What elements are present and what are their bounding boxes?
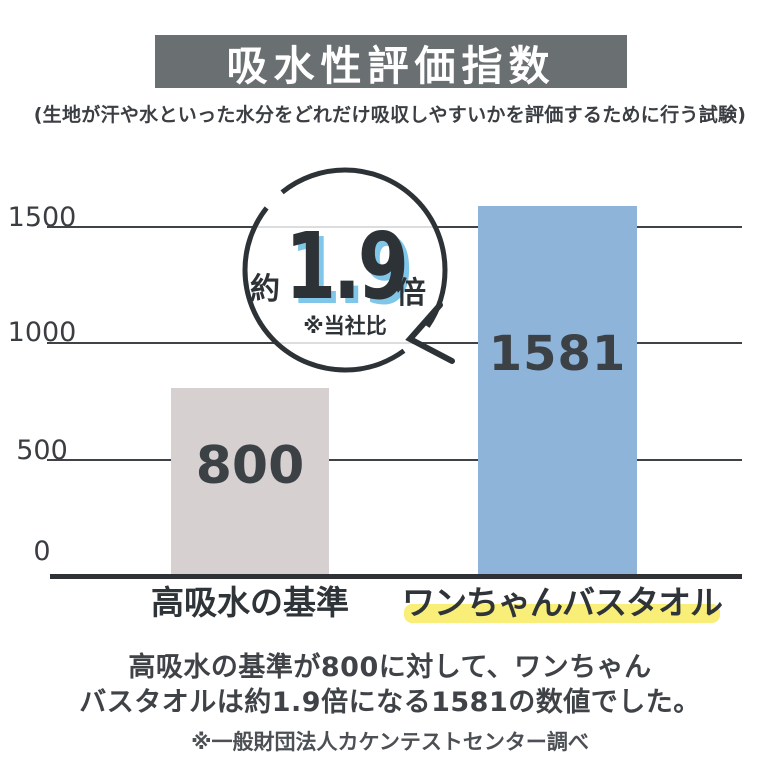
category-label-product: ワンちゃんバスタオル (402, 583, 723, 622)
bar-value-standard: 800 (195, 436, 305, 496)
bar-value-product: 1581 (488, 326, 627, 382)
y-tick-1500: 1500 (7, 202, 77, 233)
y-tick-0: 0 (33, 536, 51, 567)
y-tick-1000: 1000 (7, 317, 77, 348)
callout-note: ※当社比 (303, 314, 387, 338)
description: 高吸水の基準が800に対して、ワンちゃん バスタオルは約1.9倍になる1581の… (0, 650, 780, 720)
callout-suffix: 倍 (396, 276, 426, 311)
source-note: ※一般財団法人カケンテストセンター調べ (191, 730, 589, 754)
page-title: 吸水性評価指数 (226, 41, 556, 90)
title-banner: 吸水性評価指数 (155, 35, 627, 90)
subtitle: (生地が汗や水といった水分をどれだけ吸収しやすいかを評価するために行う試験) (33, 104, 747, 126)
category-label-standard: 高吸水の基準 (151, 583, 349, 622)
bar-product: 1581 (478, 206, 637, 574)
gridline-1000 (47, 342, 742, 344)
callout-prefix: 約 (250, 272, 280, 307)
bar-standard: 800 (171, 388, 329, 574)
description-line-2: バスタオルは約1.9倍になる1581の数値でした。 (79, 687, 701, 718)
x-axis-line (50, 574, 742, 579)
gridline-500 (47, 459, 742, 461)
description-line-1: 高吸水の基準が800に対して、ワンちゃん (128, 652, 652, 683)
highlight-marker (404, 604, 720, 623)
callout-value: 1.9 (285, 213, 409, 320)
y-tick-500: 500 (16, 435, 68, 466)
